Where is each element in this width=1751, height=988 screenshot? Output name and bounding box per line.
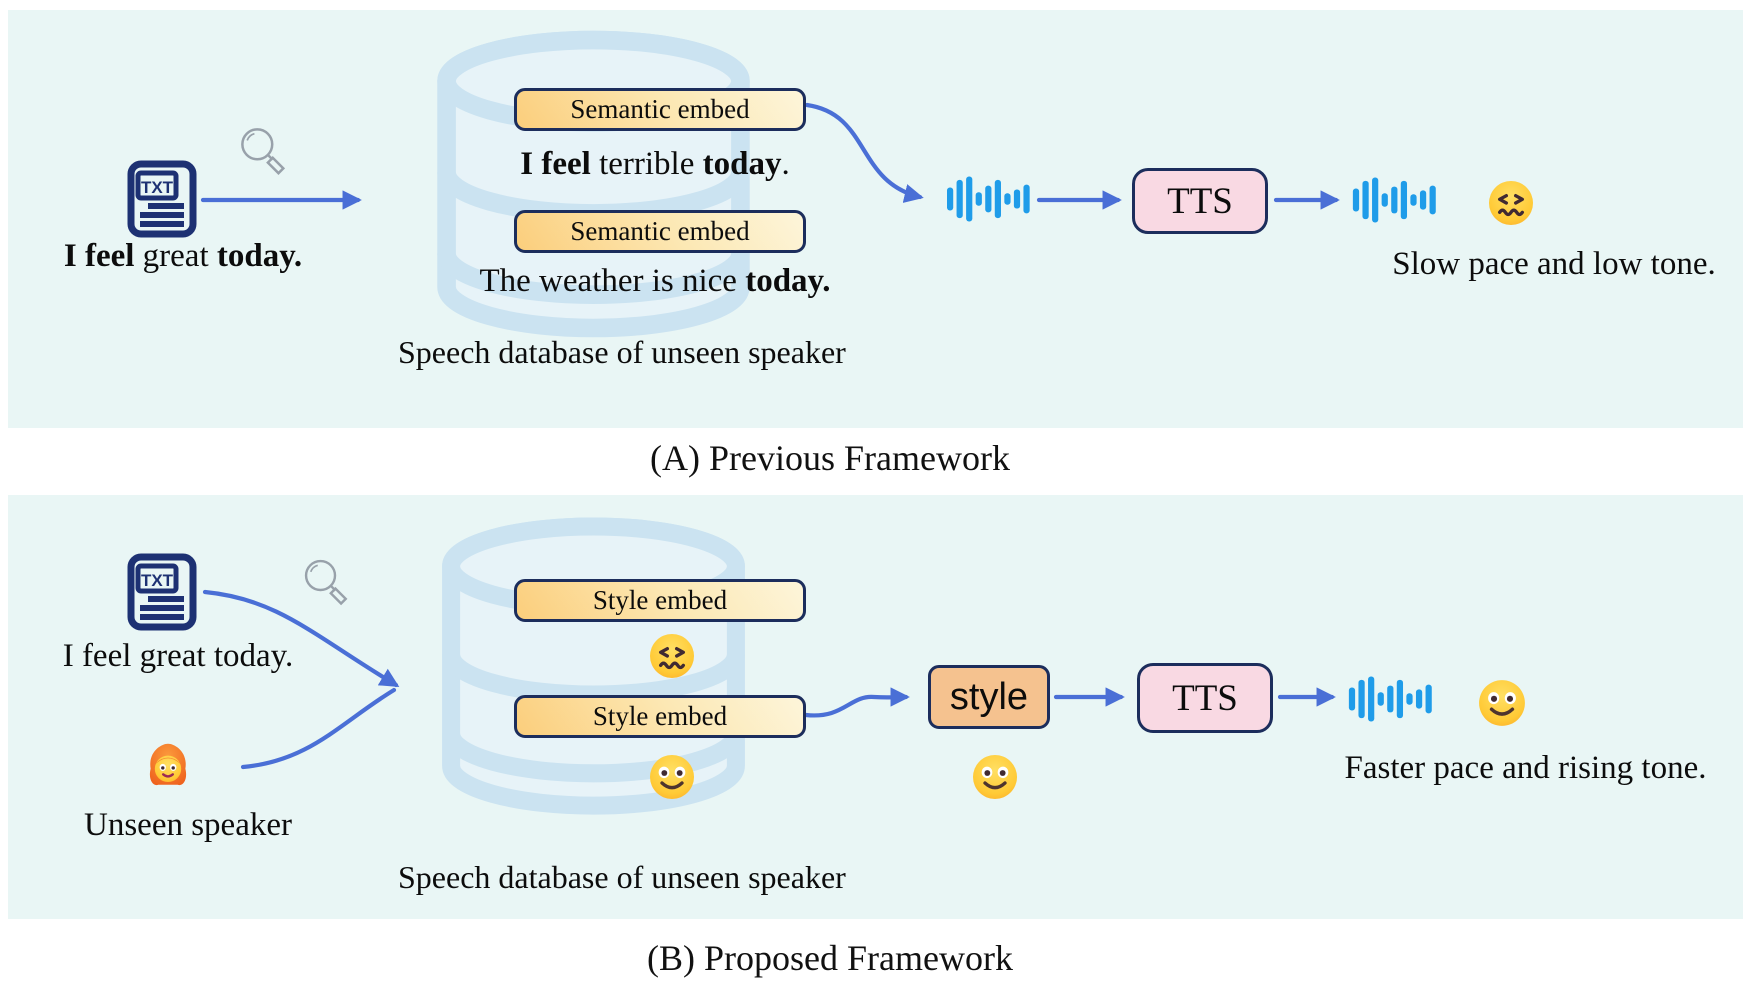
caption-previous-framework: (A) Previous Framework [650, 438, 1010, 478]
flow-arrows-a [200, 102, 1340, 210]
waveform-icon [1352, 177, 1440, 223]
speaker-label: Unseen speaker [84, 807, 292, 843]
smiling-face-emoji [1477, 678, 1527, 728]
utterance1-bold-1: I feel [520, 146, 591, 182]
output-sentence: Faster pace and rising tone. [1344, 750, 1707, 786]
panel-previous-framework: I feel great today. Semantic embed I fee… [8, 10, 1743, 428]
input-sentence: I feel great today. [18, 238, 348, 275]
input-mid: great [134, 238, 217, 274]
style-box: style [928, 665, 1050, 729]
tts-label: TTS [1167, 180, 1233, 222]
txt-document-icon [127, 553, 197, 631]
style-embed-box-2: Style embed [514, 695, 806, 738]
utterance1-mid: terrible [590, 146, 703, 182]
magnifier-icon [300, 557, 356, 609]
input-bold-1: I feel [63, 238, 135, 274]
utterance2-pre: The weather is nice [479, 263, 746, 299]
waveform-icon [947, 176, 1033, 222]
database-utterance-1: I feel terrible today. [440, 146, 870, 183]
semantic-embed-label-1: Semantic embed [570, 94, 750, 124]
confounded-face-emoji [648, 632, 696, 680]
style-embed-label-2: Style embed [592, 701, 728, 731]
database-label: Speech database of unseen speaker [398, 334, 846, 370]
style-label: style [949, 675, 1029, 718]
semantic-embed-label-2: Semantic embed [570, 216, 750, 246]
style-embed-box-1: Style embed [514, 579, 806, 622]
utterance1-bold-2: today [702, 146, 782, 182]
caption-proposed-framework: (B) Proposed Framework [647, 938, 1013, 978]
arrow-speaker-to-database [240, 687, 397, 770]
woman-speaker-emoji [143, 740, 193, 792]
output-sentence: Slow pace and low tone. [1392, 246, 1716, 282]
tts-box: TTS [1132, 168, 1268, 234]
confounded-face-emoji [1487, 179, 1535, 227]
smiling-face-emoji [971, 753, 1019, 801]
style-embed-label-1: Style embed [592, 585, 728, 615]
tts-label: TTS [1172, 677, 1238, 719]
arrow-embed-to-style [803, 687, 910, 718]
input-sentence: I feel great today. [62, 638, 294, 674]
database-cylinder-icon [427, 517, 760, 817]
semantic-embed-box-2: Semantic embed [514, 210, 806, 253]
magnifier-icon [236, 126, 294, 178]
utterance1-end: . [781, 146, 790, 182]
txt-document-icon [127, 160, 197, 238]
smiling-face-emoji [648, 753, 696, 801]
utterance2-bold: today. [745, 263, 831, 299]
tts-box: TTS [1137, 663, 1273, 733]
database-utterance-2: The weather is nice today. [440, 263, 870, 300]
semantic-embed-box-1: Semantic embed [514, 88, 806, 131]
waveform-icon [1348, 676, 1436, 722]
input-bold-2: today. [216, 238, 303, 274]
panel-proposed-framework: I feel great today. Unseen speaker Style… [8, 495, 1743, 919]
database-label: Speech database of unseen speaker [398, 859, 846, 895]
